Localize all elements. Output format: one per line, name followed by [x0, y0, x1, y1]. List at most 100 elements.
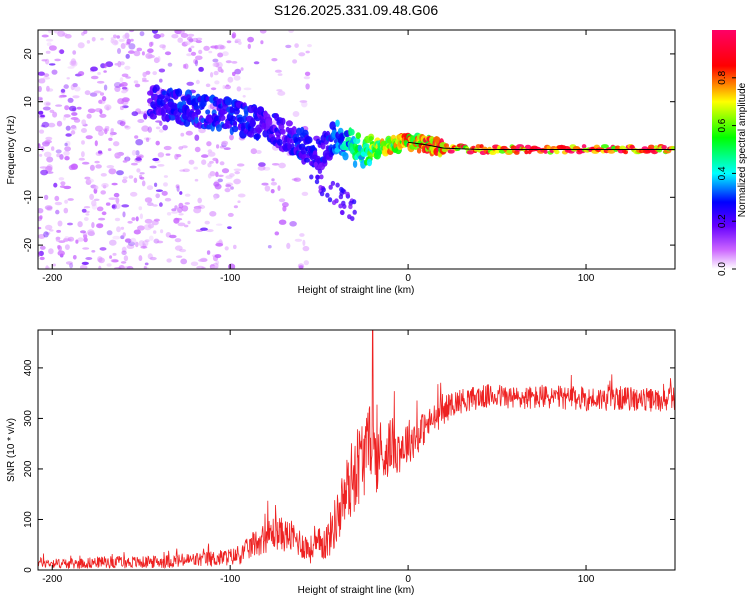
heatmap-cell	[155, 126, 161, 130]
heatmap-cell	[159, 121, 163, 126]
heatmap-cell	[543, 149, 548, 154]
heatmap-cell	[46, 42, 52, 47]
heatmap-cell	[113, 82, 122, 88]
heatmap-cell	[304, 136, 313, 144]
heatmap-cell	[321, 187, 326, 193]
heatmap-cell	[237, 193, 246, 198]
heatmap-cell	[124, 125, 129, 128]
heatmap-cell	[212, 62, 217, 67]
heatmap-cell	[215, 242, 224, 247]
heatmap-cell	[328, 184, 333, 190]
heatmap-cell	[120, 261, 127, 264]
heatmap-cell	[78, 157, 86, 161]
heatmap-cell	[313, 162, 318, 167]
heatmap-cell	[143, 113, 148, 120]
heatmap-cell	[193, 58, 198, 65]
heatmap-cell	[41, 59, 48, 62]
heatmap-cell	[52, 263, 56, 267]
heatmap-cell	[194, 178, 199, 182]
heatmap-cell	[82, 247, 90, 250]
heatmap-cell	[224, 97, 233, 106]
heatmap-cell	[309, 174, 314, 180]
heatmap-cell	[230, 186, 234, 190]
heatmap-cell	[83, 30, 88, 35]
heatmap-cell	[108, 137, 113, 141]
heatmap-cell	[210, 265, 219, 269]
heatmap-cell	[120, 82, 128, 87]
heatmap-cell	[121, 90, 127, 94]
heatmap-cell	[63, 150, 70, 156]
heatmap-cell	[128, 175, 134, 179]
heatmap-cell	[197, 197, 202, 204]
heatmap-cell	[218, 114, 226, 121]
heatmap-cell	[74, 86, 81, 92]
colorbar-tick-label: 0.0	[717, 262, 728, 276]
heatmap-cell	[285, 120, 293, 127]
heatmap-cell	[120, 119, 126, 126]
heatmap-cell	[121, 86, 128, 90]
heatmap-cell	[187, 33, 195, 37]
heatmap-cell	[299, 233, 305, 237]
heatmap-cell	[209, 171, 216, 177]
heatmap-cell	[187, 220, 191, 225]
heatmap-cell	[174, 205, 178, 210]
heatmap-cell	[159, 33, 165, 38]
heatmap-cell	[127, 241, 136, 247]
heatmap-cell	[45, 224, 53, 231]
heatmap-cell	[85, 179, 92, 185]
heatmap-cell	[98, 130, 104, 136]
heatmap-cell	[94, 140, 98, 147]
heatmap-cell	[179, 248, 187, 253]
heatmap-cell	[205, 83, 211, 88]
heatmap-cell	[224, 246, 229, 251]
heatmap-cell	[416, 147, 422, 154]
heatmap-cell	[217, 66, 223, 73]
heatmap-cell	[348, 204, 353, 210]
heatmap-cell	[59, 185, 66, 189]
heatmap-cell	[70, 125, 77, 129]
heatmap-cell	[84, 176, 91, 180]
heatmap-cell	[113, 141, 120, 147]
heatmap-cell	[57, 245, 61, 249]
heatmap-cell	[190, 51, 197, 56]
heatmap-cell	[38, 71, 45, 76]
heatmap-cell	[207, 151, 216, 157]
heatmap-cell	[67, 198, 74, 201]
heatmap-cell	[198, 49, 203, 55]
colorbar-tick-label: 0.4	[717, 166, 728, 180]
heatmap-cell	[274, 69, 282, 73]
heatmap-cell	[101, 211, 107, 216]
heatmap-cell	[182, 168, 190, 173]
heatmap-cell	[177, 30, 185, 35]
heatmap-cell	[164, 51, 172, 56]
heatmap-cell	[64, 34, 72, 39]
heatmap-cell	[99, 113, 107, 118]
heatmap-cell	[278, 198, 286, 203]
heatmap-cell	[125, 53, 130, 59]
heatmap-cell	[153, 230, 157, 234]
heatmap-cell	[64, 142, 68, 147]
heatmap-cell	[52, 111, 58, 118]
snr-ylabel: SNR (10 * v/v)	[6, 418, 17, 482]
heatmap-cell	[301, 101, 308, 108]
heatmap-cell	[45, 266, 51, 269]
heatmap-cell	[130, 237, 137, 244]
heatmap-cell	[149, 113, 157, 120]
heatmap-cell	[79, 264, 88, 269]
heatmap-cell	[223, 147, 231, 151]
heatmap-cell	[106, 230, 113, 236]
heatmap-cell	[231, 125, 239, 133]
heatmap-cell	[87, 229, 95, 236]
heatmap-cell	[342, 152, 349, 161]
heatmap-cell	[59, 154, 64, 160]
heatmap-cell	[85, 135, 93, 140]
heatmap-cell	[85, 257, 93, 260]
heatmap-cell	[190, 261, 199, 267]
heatmap-cell	[155, 193, 160, 199]
heatmap-cell	[294, 43, 299, 48]
heatmap-cell	[152, 71, 157, 76]
heatmap-cell	[38, 146, 43, 149]
heatmap-cell	[128, 43, 136, 50]
heatmap-cell	[270, 189, 275, 194]
heatmap-cell	[94, 160, 100, 164]
